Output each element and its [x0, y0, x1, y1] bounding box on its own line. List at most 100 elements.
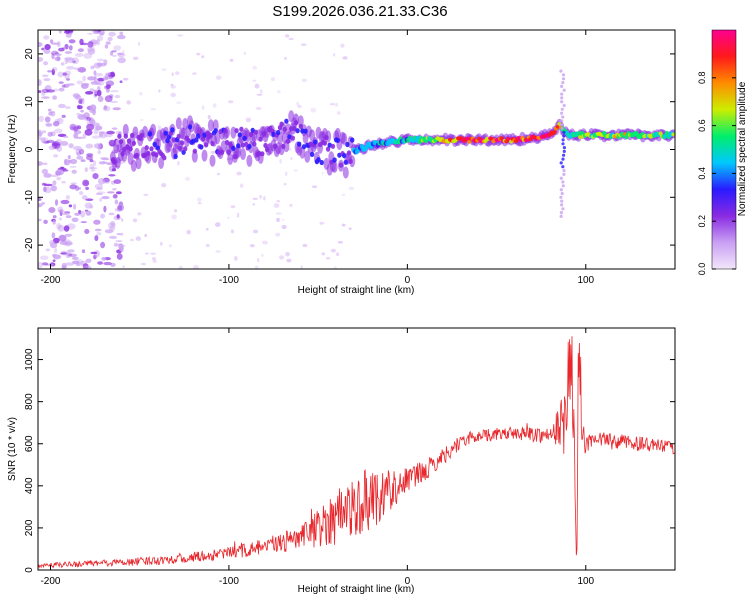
spectrogram-faint-blob	[270, 77, 276, 81]
spectrogram-noise-blob	[104, 44, 109, 49]
spectrogram-noise-blob	[96, 35, 104, 42]
snr-frame	[37, 327, 676, 571]
spectrogram-spike	[560, 107, 564, 111]
spectrogram-noise-blob	[73, 126, 78, 132]
spectrogram-faint-blob	[122, 244, 126, 247]
spectrogram-noise-blob	[101, 196, 110, 200]
spectrogram-noise-blob	[67, 155, 71, 160]
spectrogram-spike	[562, 149, 566, 153]
spectrogram-noise-blob	[80, 159, 86, 162]
spectrogram-noise-blob	[85, 143, 94, 149]
spectrogram-ridge-halo	[341, 132, 348, 145]
spectrogram-noise-blob	[110, 100, 118, 104]
spectrogram-noise-blob	[93, 160, 97, 167]
spectrogram-noise-blob	[57, 103, 66, 109]
spectrogram-noise-blob	[99, 197, 103, 202]
spectrogram-ridge-core	[552, 129, 557, 134]
spectrogram-noise-blob	[38, 134, 42, 141]
spectrogram-faint-blob	[239, 183, 244, 188]
spectrogram-faint-blob	[144, 252, 149, 255]
spectrogram-noise-blob	[110, 90, 119, 93]
colorbar-label: Normalized spectral amplitude	[737, 81, 748, 216]
spectrogram-noise-blob	[64, 233, 72, 237]
spectrogram-faint-blob	[279, 158, 282, 164]
colorbar-tick-label: 0.6	[697, 119, 707, 132]
spectrogram-noise-blob	[42, 162, 48, 166]
spectrogram-ridge-core	[256, 150, 262, 156]
spectrogram-noise-blob	[65, 195, 71, 200]
spectrogram-noise-blob	[38, 131, 43, 136]
spectrogram-spike	[561, 115, 565, 119]
spectrogram-noise-blob	[47, 131, 53, 137]
spectrogram-ridge-core	[147, 131, 153, 137]
spectrogram-faint-blob	[296, 101, 299, 106]
spectrogram-ridge-core	[130, 132, 135, 138]
spectrogram-noise-blob	[54, 118, 61, 123]
spectrogram-noise-blob	[50, 111, 56, 113]
spectrogram-ridge-halo	[212, 119, 219, 132]
spectrogram-faint-blob	[282, 218, 285, 221]
spectrogram-faint-blob	[207, 115, 211, 120]
spectrogram-noise-blob	[117, 204, 125, 212]
spectrogram-noise-blob	[67, 57, 75, 63]
spectrogram-faint-blob	[252, 197, 258, 200]
spectrogram-ridge-core	[162, 155, 167, 161]
spectrogram-noise-blob	[94, 228, 102, 232]
spectrogram-ridge-core	[122, 146, 127, 152]
snr-y-ticks: 0 200 400 600 800 1000	[24, 348, 675, 573]
spectrogram-noise-blob	[61, 84, 66, 88]
spectrogram-noise-blob	[61, 212, 70, 215]
spectrogram-ridge-halo	[297, 115, 304, 128]
spectrogram-noise-blob	[71, 169, 77, 174]
spectrogram-spike	[562, 153, 566, 157]
spectrogram-noise-blob	[38, 41, 43, 48]
spectrogram-noise-blob	[110, 223, 116, 226]
spectrogram-faint-blob	[320, 221, 323, 226]
spectrogram-noise-blob	[73, 145, 82, 151]
spectrogram-noise-blob	[90, 81, 99, 85]
spectrogram-faint-blob	[177, 160, 180, 166]
spectrogram-spike	[561, 207, 565, 211]
spectrogram-spike	[560, 96, 564, 100]
spectrogram-noise-blob	[97, 95, 104, 103]
spectrogram-noise-blob	[57, 117, 64, 125]
spectrogram-noise-blob	[105, 84, 112, 89]
spectrogram-noise-blob	[87, 32, 94, 35]
spectrogram-noise-blob	[66, 83, 75, 86]
spectrogram-noise-blob	[103, 205, 107, 213]
spectrogram-noise-blob	[49, 39, 54, 44]
spectrogram-noise-blob	[110, 71, 115, 77]
spectrogram-noise-blob	[41, 88, 50, 93]
spectrogram-faint-blob	[284, 56, 287, 60]
spectrogram-ridge-core	[139, 132, 144, 138]
spectrogram-x-ticks: -200 -100 0 100	[40, 30, 595, 286]
spectrogram-noise-blob	[40, 137, 49, 143]
spectrogram-ridge-halo	[207, 119, 214, 132]
spectrogram-faint-blob	[236, 212, 240, 218]
spectrogram-noise-blob	[80, 42, 88, 46]
spectrogram-faint-blob	[300, 43, 307, 46]
spectrogram-faint-blob	[122, 265, 125, 268]
spectrogram-noise-blob	[38, 79, 42, 86]
spectrogram-faint-blob	[335, 102, 338, 107]
spectrogram-faint-blob	[152, 257, 156, 261]
spectrogram-ridge-core	[342, 153, 347, 159]
spectrogram-ridge-core	[303, 128, 308, 134]
spectrogram-y-tick-label: 20	[24, 48, 35, 60]
spectrogram-faint-blob	[206, 227, 209, 231]
snr-x-label: Height of straight line (km)	[298, 584, 415, 595]
spectrogram-noise-blob	[79, 191, 84, 196]
spectrogram-spike	[562, 146, 567, 150]
spectrogram-noise-blob	[93, 75, 97, 82]
spectrogram-ridge-core	[239, 126, 244, 132]
spectrogram-noise-blob	[48, 207, 56, 213]
spectrogram-noise-blob	[85, 198, 94, 201]
spectrogram-noise-blob	[38, 161, 44, 166]
spectrogram-faint-blob	[215, 75, 222, 80]
spectrogram-faint-blob	[143, 193, 149, 196]
snr-y-tick-label: 800	[24, 393, 35, 410]
spectrogram-noise-blob	[100, 241, 106, 249]
spectrogram-faint-blob	[341, 223, 346, 227]
spectrogram-noise-blob	[51, 68, 55, 76]
spectrogram-noise-blob	[51, 232, 56, 239]
